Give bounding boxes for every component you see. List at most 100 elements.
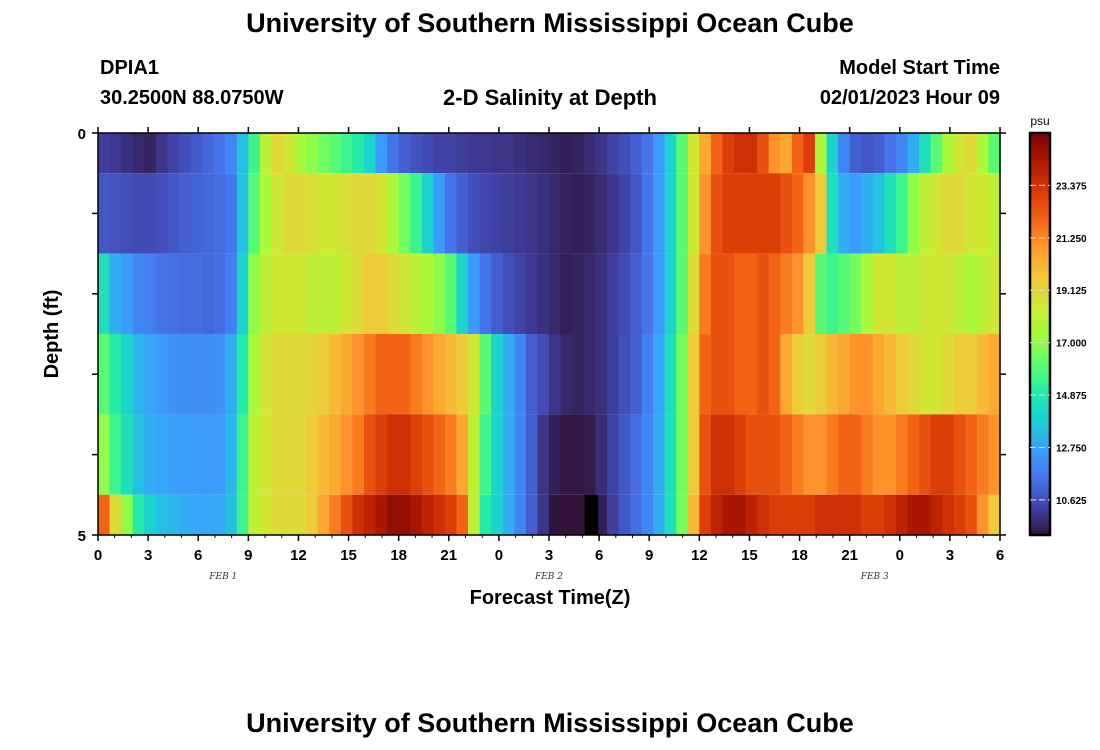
- colorbar-segment: [1030, 233, 1050, 238]
- heatmap-cell: [965, 334, 978, 415]
- x-tick-label: 6: [996, 547, 1004, 564]
- heatmap-cell: [814, 494, 828, 535]
- heatmap-cell: [109, 253, 122, 334]
- heatmap-cell: [872, 414, 885, 495]
- colorbar-segment: [1030, 357, 1050, 362]
- heatmap-cell: [722, 253, 735, 334]
- heatmap-cell: [722, 133, 735, 174]
- colorbar-segment: [1030, 350, 1050, 355]
- heatmap-cell: [965, 253, 978, 334]
- colorbar-segment: [1030, 387, 1050, 392]
- heatmap-cell: [306, 253, 319, 334]
- heatmap-cell: [838, 253, 851, 334]
- heatmap-cell: [930, 414, 943, 495]
- colorbar-segment: [1030, 270, 1050, 275]
- heatmap-cell: [340, 253, 354, 334]
- heatmap-cell: [560, 334, 573, 415]
- heatmap-cell: [618, 253, 631, 334]
- heatmap-cell: [98, 494, 111, 535]
- heatmap-cell: [306, 414, 319, 495]
- colorbar-segment: [1030, 447, 1050, 452]
- heatmap-cell: [722, 414, 735, 495]
- heatmap-cell: [676, 414, 689, 495]
- heatmap-cell: [363, 334, 377, 415]
- heatmap-cell: [178, 253, 192, 334]
- heatmap-cell: [687, 133, 700, 174]
- heatmap-cell: [306, 334, 319, 415]
- heatmap-cell: [329, 414, 342, 495]
- colorbar-segment: [1030, 518, 1050, 523]
- colorbar-segment: [1030, 320, 1050, 325]
- heatmap-cell: [491, 334, 504, 415]
- heatmap-cell: [132, 253, 145, 334]
- heatmap-cell: [872, 334, 885, 415]
- heatmap-cell: [514, 253, 527, 334]
- heatmap-cell: [710, 494, 724, 535]
- colorbar-segment: [1030, 303, 1050, 308]
- heatmap-cell: [861, 133, 874, 174]
- heatmap-cell: [375, 253, 388, 334]
- heatmap-cell: [525, 133, 539, 174]
- heatmap-cell: [98, 334, 111, 415]
- colorbar-segment: [1030, 330, 1050, 335]
- heatmap-cell: [248, 133, 261, 174]
- heatmap-cell: [595, 253, 608, 334]
- heatmap-cell: [468, 334, 481, 415]
- colorbar-segment: [1030, 411, 1050, 415]
- heatmap-cell: [849, 173, 862, 254]
- heatmap-cell: [965, 173, 978, 254]
- heatmap-cell: [329, 173, 342, 254]
- heatmap-cell: [155, 414, 168, 495]
- heatmap-cell: [583, 133, 596, 174]
- heatmap-cell: [329, 334, 342, 415]
- heatmap-cell: [826, 334, 839, 415]
- heatmap-cell: [456, 414, 469, 495]
- heatmap-cell: [838, 494, 851, 535]
- heatmap-cell: [560, 253, 573, 334]
- heatmap-cell: [895, 494, 909, 535]
- colorbar-segment: [1030, 313, 1050, 318]
- colorbar-segment: [1030, 474, 1050, 479]
- colorbar-segment: [1030, 421, 1050, 425]
- heatmap-cell: [444, 334, 458, 415]
- colorbar-segment: [1030, 173, 1050, 178]
- x-tick-label: 9: [244, 547, 252, 564]
- heatmap-cell: [572, 414, 585, 495]
- heatmap-cell: [861, 414, 874, 495]
- heatmap-cell: [722, 173, 735, 254]
- heatmap-cell: [583, 173, 596, 254]
- colorbar-segment: [1030, 143, 1050, 147]
- heatmap-cell: [468, 173, 481, 254]
- heatmap-cell: [745, 334, 758, 415]
- colorbar-segment: [1030, 300, 1050, 305]
- heatmap-cell: [953, 253, 966, 334]
- heatmap-cell: [606, 173, 619, 254]
- heatmap-cell: [664, 334, 677, 415]
- heatmap-cell: [479, 414, 492, 495]
- heatmap-cell: [144, 414, 157, 495]
- heatmap-cell: [398, 173, 411, 254]
- heatmap-cell: [387, 334, 400, 415]
- heatmap-cell: [317, 414, 330, 495]
- heatmap-cell: [919, 494, 932, 535]
- x-tick-label: 0: [495, 547, 503, 564]
- heatmap-cell: [606, 414, 619, 495]
- heatmap-cell: [919, 173, 932, 254]
- heatmap-cell: [699, 173, 712, 254]
- colorbar-tick-label: 21.250: [1056, 234, 1087, 245]
- heatmap-cell: [976, 414, 990, 495]
- heatmap-cell: [98, 253, 111, 334]
- heatmap-cell: [271, 414, 284, 495]
- heatmap-cell: [641, 253, 654, 334]
- colorbar-segment: [1030, 511, 1050, 516]
- colorbar-segment: [1030, 390, 1050, 395]
- colorbar-segment: [1030, 488, 1050, 492]
- colorbar-segment: [1030, 280, 1050, 285]
- heatmap-cell: [895, 173, 909, 254]
- heatmap-cell: [560, 494, 573, 535]
- heatmap-cell: [271, 494, 284, 535]
- heatmap-cell: [514, 334, 527, 415]
- heatmap-cell: [710, 334, 724, 415]
- colorbar-segment: [1030, 200, 1050, 204]
- colorbar-segment: [1030, 179, 1050, 184]
